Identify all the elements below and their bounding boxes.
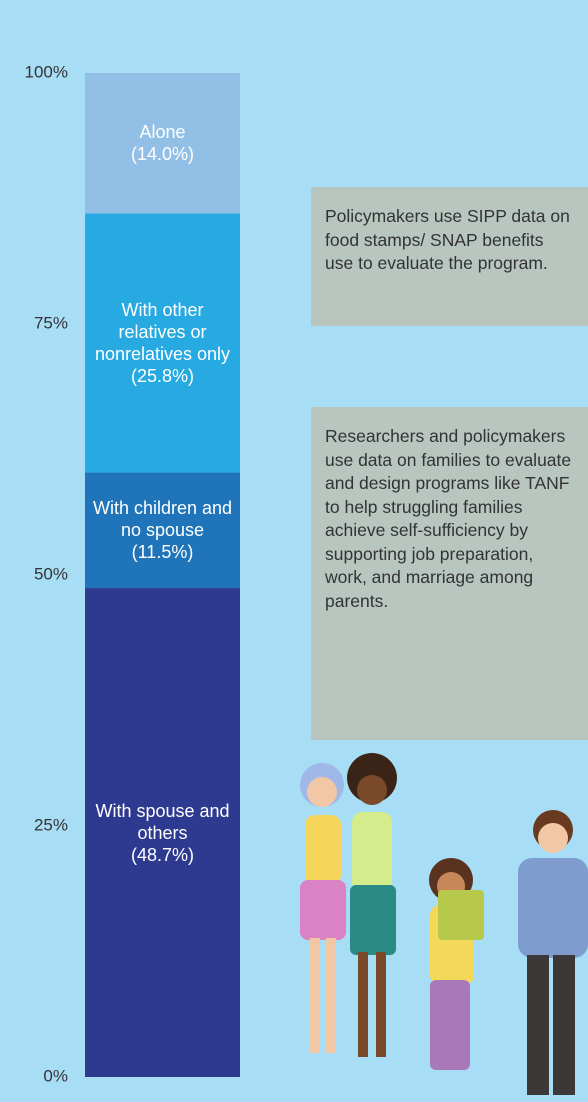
segment-name: With spouse and others: [95, 800, 230, 843]
note: Policymakers use SIPP data on food stamp…: [311, 187, 588, 326]
bar-segment: [85, 472, 240, 589]
segment-value: (25.8%): [130, 366, 195, 387]
bar-segment: [85, 73, 240, 214]
note: Researchers and policymakers use data on…: [311, 407, 588, 740]
segment-value: (48.7%): [130, 844, 195, 865]
segment-label: With other relatives or nonrelatives onl…: [85, 214, 240, 473]
segment-label: Alone (14.0%): [85, 73, 240, 214]
segment-name: Alone: [139, 122, 186, 143]
segment-name: With other relatives or nonrelatives onl…: [94, 300, 231, 365]
y-tick-label: 25%: [34, 815, 68, 834]
segment-name: With children and no spouse: [92, 498, 233, 541]
segment-value: (14.0%): [130, 144, 195, 165]
y-tick-label: 0%: [43, 1066, 68, 1085]
segment-label: With spouse and others (48.7%): [85, 588, 240, 1077]
y-tick-label: 75%: [34, 313, 68, 332]
segment-value: (11.5%): [131, 542, 194, 563]
y-tick-label: 100%: [25, 62, 68, 81]
bar-segment: [85, 213, 240, 473]
y-tick-label: 50%: [34, 564, 68, 583]
illustration: [300, 753, 588, 1095]
bar-segment: [85, 588, 240, 1077]
segment-label: With children and no spouse (11.5%): [85, 473, 240, 588]
